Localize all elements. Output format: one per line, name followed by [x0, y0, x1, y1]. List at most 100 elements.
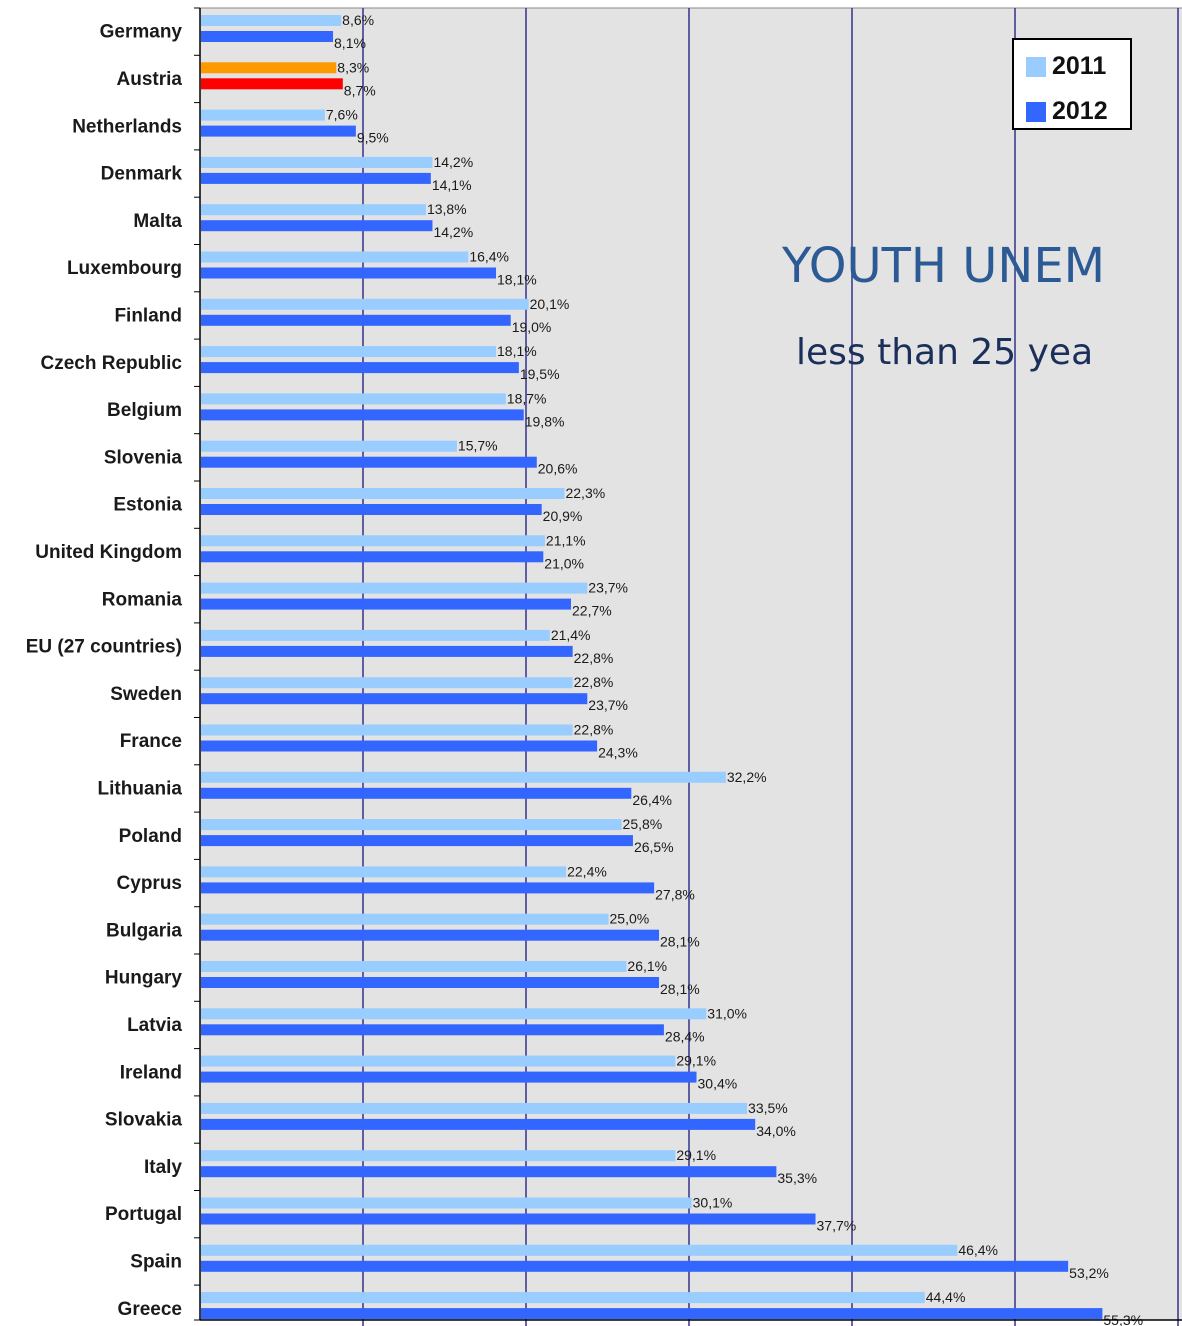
data-label-2011: 25,0% [610, 911, 650, 927]
data-label-2011: 22,4% [567, 863, 607, 879]
bar-2011 [201, 771, 726, 783]
data-label-2011: 18,7% [507, 390, 547, 406]
bar-2011 [201, 251, 469, 263]
bar-2011 [201, 156, 433, 168]
category-label: Ireland [120, 1062, 182, 1083]
bar-2012 [201, 551, 544, 563]
data-label-2011: 22,3% [565, 485, 605, 501]
data-label-2011: 7,6% [326, 107, 358, 123]
data-label-2012: 9,5% [357, 130, 389, 146]
data-label-2012: 34,0% [756, 1123, 796, 1139]
data-label-2012: 30,4% [698, 1076, 738, 1092]
data-label-2012: 26,4% [632, 792, 672, 808]
legend-label-2011: 2011 [1052, 52, 1107, 80]
data-label-2012: 26,5% [634, 839, 674, 855]
bar-2012 [201, 835, 633, 847]
data-label-2011: 29,1% [676, 1053, 716, 1069]
bar-2011 [201, 629, 550, 641]
bar-2012 [201, 1118, 756, 1130]
data-label-2012: 37,7% [817, 1218, 857, 1234]
legend-swatch-2011 [1026, 56, 1046, 77]
data-label-2011: 20,1% [530, 296, 570, 312]
data-label-2012: 23,7% [588, 697, 628, 713]
bar-2012 [201, 929, 660, 941]
bar-2011 [201, 724, 573, 736]
bar-2012 [201, 1166, 777, 1178]
data-label-2012: 21,0% [544, 555, 584, 571]
category-label: Slovakia [105, 1110, 183, 1131]
bar-2012 [201, 598, 572, 610]
data-label-2011: 29,1% [676, 1147, 716, 1163]
category-label: Lithuania [98, 778, 183, 799]
bar-2011 [201, 677, 573, 689]
data-label-2012: 55,3% [1103, 1312, 1143, 1326]
category-label: Austria [117, 69, 183, 90]
bar-2012 [201, 977, 660, 988]
data-label-2011: 31,0% [707, 1005, 747, 1021]
data-label-2011: 13,8% [427, 201, 467, 217]
data-label-2011: 18,1% [497, 343, 537, 359]
bar-2012 [201, 645, 573, 657]
data-label-2012: 20,6% [538, 461, 578, 477]
data-label-2012: 22,7% [572, 603, 612, 619]
data-label-2012: 28,1% [660, 981, 700, 997]
bar-2011 [201, 346, 497, 358]
category-label: Poland [119, 826, 182, 847]
category-label: Portugal [105, 1204, 182, 1225]
data-label-2012: 53,2% [1069, 1265, 1109, 1281]
bar-2012 [201, 456, 537, 468]
category-label: Slovenia [104, 447, 183, 468]
bar-2011 [201, 1292, 925, 1304]
category-label: Finland [114, 305, 182, 326]
bar-2011 [201, 961, 627, 972]
data-label-2011: 33,5% [748, 1100, 788, 1116]
bar-2012 [201, 314, 511, 326]
category-label: Germany [100, 22, 183, 43]
legend-item-2012: 2012 [1026, 97, 1108, 126]
data-label-2011: 44,4% [926, 1289, 966, 1305]
data-label-2012: 28,4% [665, 1028, 705, 1044]
bar-2011 [201, 440, 457, 452]
bar-2011 [201, 1008, 707, 1020]
bar-2011 [201, 1244, 958, 1256]
data-label-2011: 21,4% [551, 627, 591, 643]
bar-2012 [201, 78, 343, 90]
data-label-2011: 30,1% [693, 1195, 733, 1211]
data-label-2011: 8,6% [342, 12, 374, 28]
category-label: Romania [102, 589, 183, 610]
legend-label-2012: 2012 [1052, 97, 1108, 125]
bar-2011 [201, 535, 545, 547]
data-label-2012: 14,1% [432, 177, 472, 193]
data-label-2011: 15,7% [458, 438, 498, 454]
bar-2012 [201, 1260, 1069, 1272]
bar-2011 [201, 1150, 676, 1162]
bar-2011 [201, 298, 529, 310]
bar-2011 [201, 62, 337, 74]
data-label-2012: 20,9% [543, 508, 583, 524]
category-label: Latvia [127, 1015, 182, 1036]
category-label: Estonia [113, 495, 182, 516]
bar-2012 [201, 504, 542, 515]
data-label-2011: 21,1% [546, 532, 586, 548]
category-label: Greece [118, 1299, 182, 1320]
bar-2011 [201, 488, 565, 499]
data-label-2011: 8,3% [337, 59, 369, 75]
data-label-2012: 19,0% [512, 319, 552, 335]
data-label-2012: 19,8% [525, 413, 565, 429]
category-label: Malta [133, 211, 182, 232]
bar-2012 [201, 31, 334, 42]
data-label-2012: 27,8% [655, 886, 695, 902]
bar-2012 [201, 409, 524, 421]
data-label-2012: 22,8% [574, 650, 614, 666]
data-label-2012: 24,3% [598, 745, 638, 761]
data-label-2011: 23,7% [588, 580, 628, 596]
category-label: Netherlands [72, 116, 182, 137]
bar-2011 [201, 582, 588, 594]
bar-2012 [201, 882, 655, 894]
category-label: EU (27 countries) [26, 637, 182, 658]
data-label-2012: 28,1% [660, 934, 700, 950]
category-label: France [120, 731, 182, 752]
bar-2012 [201, 362, 519, 374]
data-label-2011: 46,4% [958, 1242, 998, 1258]
